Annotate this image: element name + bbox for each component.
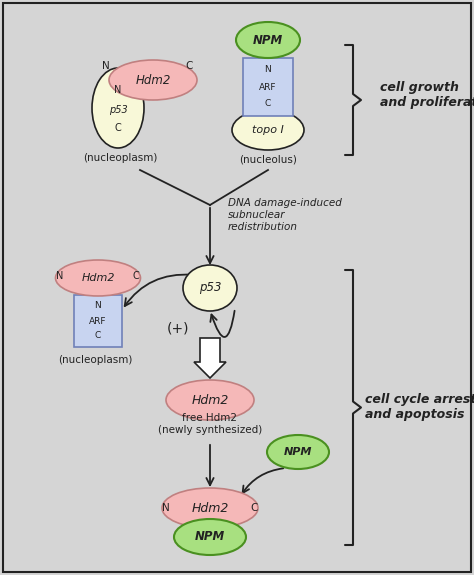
Text: C: C (115, 123, 121, 133)
Ellipse shape (55, 260, 140, 296)
Text: C: C (185, 61, 193, 71)
Text: (nucleoplasm): (nucleoplasm) (83, 153, 157, 163)
Ellipse shape (174, 519, 246, 555)
Ellipse shape (267, 435, 329, 469)
Text: NPM: NPM (253, 33, 283, 47)
Text: N: N (95, 301, 101, 310)
Text: free Hdm2: free Hdm2 (182, 413, 237, 423)
Text: (nucleolus): (nucleolus) (239, 155, 297, 165)
Text: Hdm2: Hdm2 (81, 273, 115, 283)
Text: ARF: ARF (259, 82, 277, 91)
Bar (243, 58, 293, 116)
Text: (newly synthesized): (newly synthesized) (158, 425, 262, 435)
Text: C: C (95, 332, 101, 340)
FancyArrow shape (194, 338, 226, 378)
Ellipse shape (183, 265, 237, 311)
Ellipse shape (236, 22, 300, 58)
Ellipse shape (166, 380, 254, 420)
Ellipse shape (109, 60, 197, 100)
Text: topo I: topo I (252, 125, 284, 135)
Text: C: C (265, 99, 271, 109)
Text: Hdm2: Hdm2 (191, 501, 228, 515)
Bar (74, 295, 122, 347)
Ellipse shape (232, 110, 304, 150)
Text: cell growth
and proliferation: cell growth and proliferation (380, 81, 474, 109)
Ellipse shape (92, 68, 144, 148)
Text: N: N (114, 85, 122, 95)
Text: Hdm2: Hdm2 (135, 74, 171, 86)
Text: (nucleoplasm): (nucleoplasm) (58, 355, 132, 365)
Text: cell cycle arrest
and apoptosis: cell cycle arrest and apoptosis (365, 393, 474, 421)
Text: N: N (56, 271, 64, 281)
Text: Hdm2: Hdm2 (191, 393, 228, 407)
Text: C: C (250, 503, 258, 513)
Text: N: N (162, 503, 170, 513)
Text: DNA damage-induced
subnuclear
redistribution: DNA damage-induced subnuclear redistribu… (228, 198, 342, 232)
Text: N: N (102, 61, 110, 71)
Text: ARF: ARF (89, 316, 107, 325)
Text: NPM: NPM (195, 531, 225, 543)
Text: NPM: NPM (284, 447, 312, 457)
Text: (+): (+) (167, 321, 189, 335)
Ellipse shape (162, 488, 258, 528)
Text: p53: p53 (109, 105, 128, 115)
Text: N: N (264, 66, 272, 75)
Text: C: C (133, 271, 139, 281)
Text: p53: p53 (199, 282, 221, 294)
